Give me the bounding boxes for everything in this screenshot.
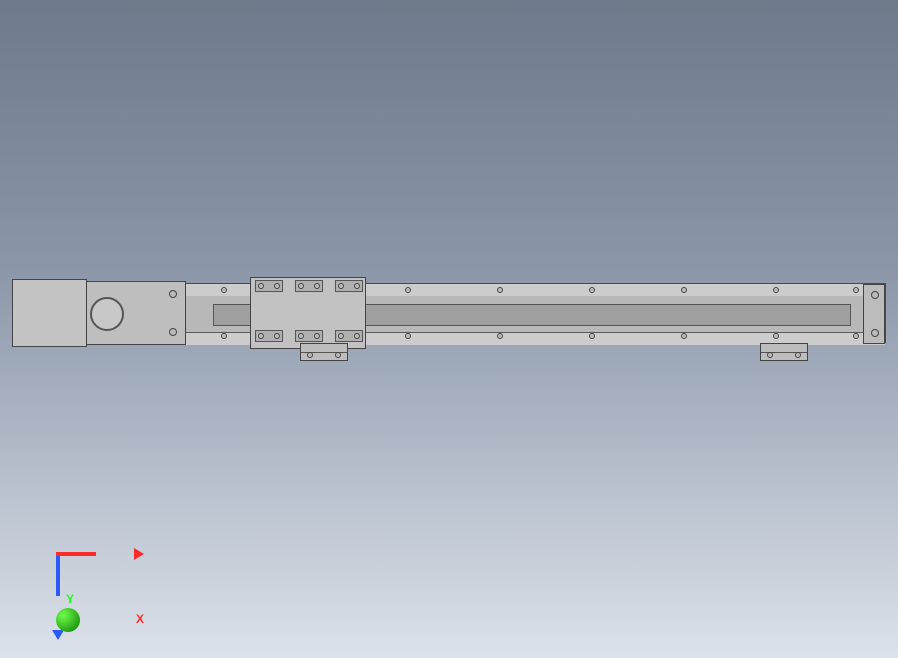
linear-actuator-model[interactable] <box>12 283 886 373</box>
endcap-hole-top <box>871 291 879 299</box>
pad-hole <box>354 283 360 289</box>
rail-hole <box>221 287 227 293</box>
sensor-bracket <box>760 343 808 361</box>
rail-hole <box>221 333 227 339</box>
carriage-pad-top <box>255 280 283 292</box>
rail-hole <box>853 333 859 339</box>
pad-hole <box>258 283 264 289</box>
mount-hole <box>169 328 177 336</box>
rail-hole <box>853 287 859 293</box>
pad-hole <box>314 283 320 289</box>
carriage <box>250 277 366 349</box>
rail-hole <box>681 287 687 293</box>
rail-hole <box>497 333 503 339</box>
pad-hole <box>258 333 264 339</box>
axis-triad[interactable]: X Y Z <box>56 552 136 632</box>
pad-hole <box>274 333 280 339</box>
rail-hole <box>681 333 687 339</box>
rail-hole <box>405 287 411 293</box>
pad-hole <box>298 333 304 339</box>
motor-shaft-circle <box>90 297 124 331</box>
axis-z-arrow <box>56 556 60 596</box>
axis-x-label: X <box>136 612 144 626</box>
bracket-hole <box>795 352 801 358</box>
rail-hole <box>589 333 595 339</box>
pad-hole <box>338 333 344 339</box>
cad-viewport[interactable]: X Y Z <box>0 0 898 658</box>
axis-x-arrow <box>56 552 96 556</box>
endcap-hole-bot <box>871 329 879 337</box>
mount-hole <box>169 290 177 298</box>
rail-hole <box>773 333 779 339</box>
rail-end-cap <box>863 284 885 344</box>
bracket-hole <box>335 352 341 358</box>
rail-hole <box>497 287 503 293</box>
carriage-pad-top <box>335 280 363 292</box>
rail-hole <box>589 287 595 293</box>
carriage-pad-bot <box>335 330 363 342</box>
pad-hole <box>338 283 344 289</box>
bracket-hole <box>767 352 773 358</box>
carriage-pad-bot <box>295 330 323 342</box>
rail-hole <box>773 287 779 293</box>
carriage-pad-top <box>295 280 323 292</box>
motor-block <box>12 279 87 347</box>
axis-origin-sphere <box>56 608 80 632</box>
carriage-pad-bot <box>255 330 283 342</box>
pad-hole <box>274 283 280 289</box>
sensor-bracket <box>300 343 348 361</box>
pad-hole <box>354 333 360 339</box>
bracket-hole <box>307 352 313 358</box>
pad-hole <box>298 283 304 289</box>
axis-y-label: Y <box>66 592 74 606</box>
rail-hole <box>405 333 411 339</box>
pad-hole <box>314 333 320 339</box>
